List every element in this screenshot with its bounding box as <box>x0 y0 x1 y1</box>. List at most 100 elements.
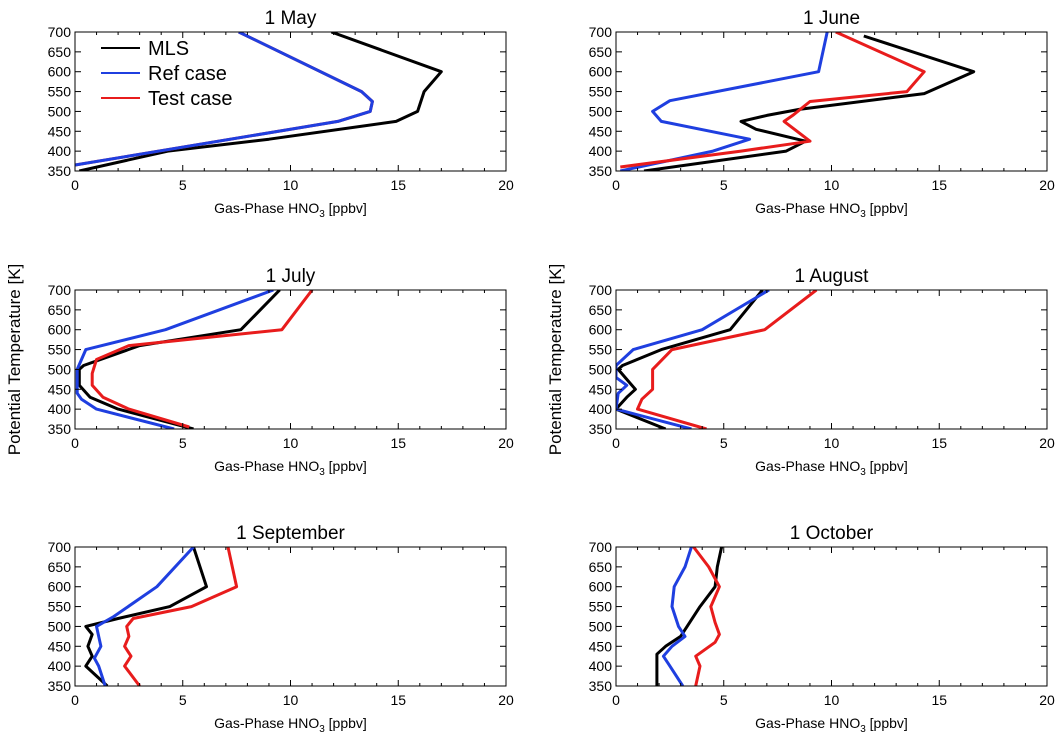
x-axis-label: Gas-Phase HNO3 [ppbv] <box>755 200 908 220</box>
x-axis-label-main: Gas-Phase HNO <box>214 715 319 731</box>
series-line-mls <box>655 547 724 686</box>
x-axis-label-main: Gas-Phase HNO <box>214 200 319 216</box>
plot-frame <box>615 31 1048 172</box>
x-axis-label-main: Gas-Phase HNO <box>755 200 860 216</box>
plot-frame <box>615 546 1048 687</box>
series-line-ref-case <box>619 32 829 171</box>
y-tick-label: 600 <box>589 579 613 595</box>
series-line-ref-case <box>75 32 374 167</box>
x-tick-label: 5 <box>720 435 728 451</box>
series-line-test-case <box>620 32 926 169</box>
y-tick-label: 550 <box>589 342 613 358</box>
y-tick-label: 450 <box>589 638 613 654</box>
x-tick-label: 5 <box>720 692 728 708</box>
x-tick-label: 15 <box>390 177 406 193</box>
x-axis-label: Gas-Phase HNO3 [ppbv] <box>755 715 908 735</box>
panel-5: 1 September 0 5 10 15 20 350 400 450 500 550 600 650… <box>48 523 514 735</box>
y-tick-label: 400 <box>48 401 72 417</box>
panel-3: 1 July 0 5 10 15 20 350 400 450 500 550 600 650 700 Ga… <box>5 264 514 478</box>
x-tick-label: 15 <box>390 435 406 451</box>
x-tick-label: 5 <box>179 692 187 708</box>
plot-frame <box>74 289 507 430</box>
x-tick-label: 10 <box>824 177 840 193</box>
y-tick-label: 350 <box>589 421 613 437</box>
y-tick-label: 450 <box>48 638 72 654</box>
y-tick-label: 600 <box>589 322 613 338</box>
y-tick-label: 550 <box>48 84 72 100</box>
x-axis-label-main: Gas-Phase HNO <box>755 458 860 474</box>
x-tick-label: 15 <box>931 177 947 193</box>
x-tick-label: 0 <box>71 692 79 708</box>
x-tick-label: 15 <box>931 692 947 708</box>
x-tick-label: 20 <box>498 435 514 451</box>
y-tick-label: 600 <box>589 64 613 80</box>
series-line-mls <box>77 290 281 429</box>
y-tick-label: 500 <box>48 618 72 634</box>
panel-title: 1 September <box>236 523 345 544</box>
y-tick-label: 450 <box>589 123 613 139</box>
x-tick-label: 10 <box>283 435 299 451</box>
x-axis-label: Gas-Phase HNO3 [ppbv] <box>755 458 908 478</box>
series-line-test-case <box>123 547 239 686</box>
y-axis-label: Potential Temperature [K] <box>5 264 24 456</box>
y-tick-label: 500 <box>589 618 613 634</box>
y-tick-label: 550 <box>48 342 72 358</box>
x-tick-label: 10 <box>824 435 840 451</box>
x-tick-label: 15 <box>390 692 406 708</box>
legend-label: Ref case <box>148 63 227 85</box>
x-tick-label: 20 <box>1039 435 1055 451</box>
series-line-mls <box>616 290 764 429</box>
y-tick-label: 350 <box>48 421 72 437</box>
y-tick-label: 650 <box>589 559 613 575</box>
x-axis-label: Gas-Phase HNO3 [ppbv] <box>214 200 367 220</box>
y-tick-label: 350 <box>589 678 613 694</box>
panel-title: 1 May <box>265 8 317 29</box>
y-tick-label: 600 <box>48 579 72 595</box>
y-axis-label: Potential Temperature [K] <box>546 264 565 456</box>
y-tick-label: 550 <box>589 599 613 615</box>
x-axis-label-unit: [ppbv] <box>325 715 367 731</box>
y-tick-label: 700 <box>48 24 72 40</box>
series-line-ref-case <box>92 547 195 686</box>
x-tick-label: 0 <box>71 435 79 451</box>
x-tick-label: 20 <box>498 692 514 708</box>
x-tick-label: 5 <box>720 177 728 193</box>
x-tick-label: 0 <box>612 435 620 451</box>
y-tick-label: 650 <box>589 44 613 60</box>
x-axis-label: Gas-Phase HNO3 [ppbv] <box>214 715 367 735</box>
plot-frame <box>74 31 507 172</box>
y-tick-label: 500 <box>48 103 72 119</box>
y-tick-label: 400 <box>589 658 613 674</box>
x-axis-label-subscript: 3 <box>319 467 325 478</box>
x-tick-label: 10 <box>824 692 840 708</box>
x-axis-label-subscript: 3 <box>319 209 325 220</box>
x-axis-label-unit: [ppbv] <box>325 458 367 474</box>
x-tick-label: 10 <box>283 692 299 708</box>
x-axis-label-subscript: 3 <box>860 467 866 478</box>
y-tick-label: 650 <box>48 302 72 318</box>
x-tick-label: 15 <box>931 435 947 451</box>
legend-label: Test case <box>148 88 232 110</box>
series-line-mls <box>78 32 443 171</box>
series-line-ref-case <box>661 547 693 686</box>
y-tick-label: 650 <box>589 302 613 318</box>
y-tick-label: 500 <box>589 103 613 119</box>
series-line-ref-case <box>616 290 770 429</box>
y-tick-label: 600 <box>48 64 72 80</box>
panel-title: 1 October <box>790 523 874 544</box>
series-line-ref-case <box>75 290 274 429</box>
x-tick-label: 10 <box>283 177 299 193</box>
y-tick-label: 600 <box>48 322 72 338</box>
y-tick-label: 400 <box>48 658 72 674</box>
x-axis-label-unit: [ppbv] <box>866 200 908 216</box>
panel-title: 1 August <box>795 266 870 287</box>
y-tick-label: 400 <box>589 143 613 159</box>
y-tick-label: 350 <box>589 163 613 179</box>
y-tick-label: 650 <box>48 44 72 60</box>
y-tick-label: 550 <box>48 599 72 615</box>
y-tick-label: 700 <box>589 282 613 298</box>
x-tick-label: 0 <box>612 177 620 193</box>
x-axis-label-main: Gas-Phase HNO <box>214 458 319 474</box>
x-axis-label-unit: [ppbv] <box>866 715 908 731</box>
y-tick-label: 700 <box>589 24 613 40</box>
